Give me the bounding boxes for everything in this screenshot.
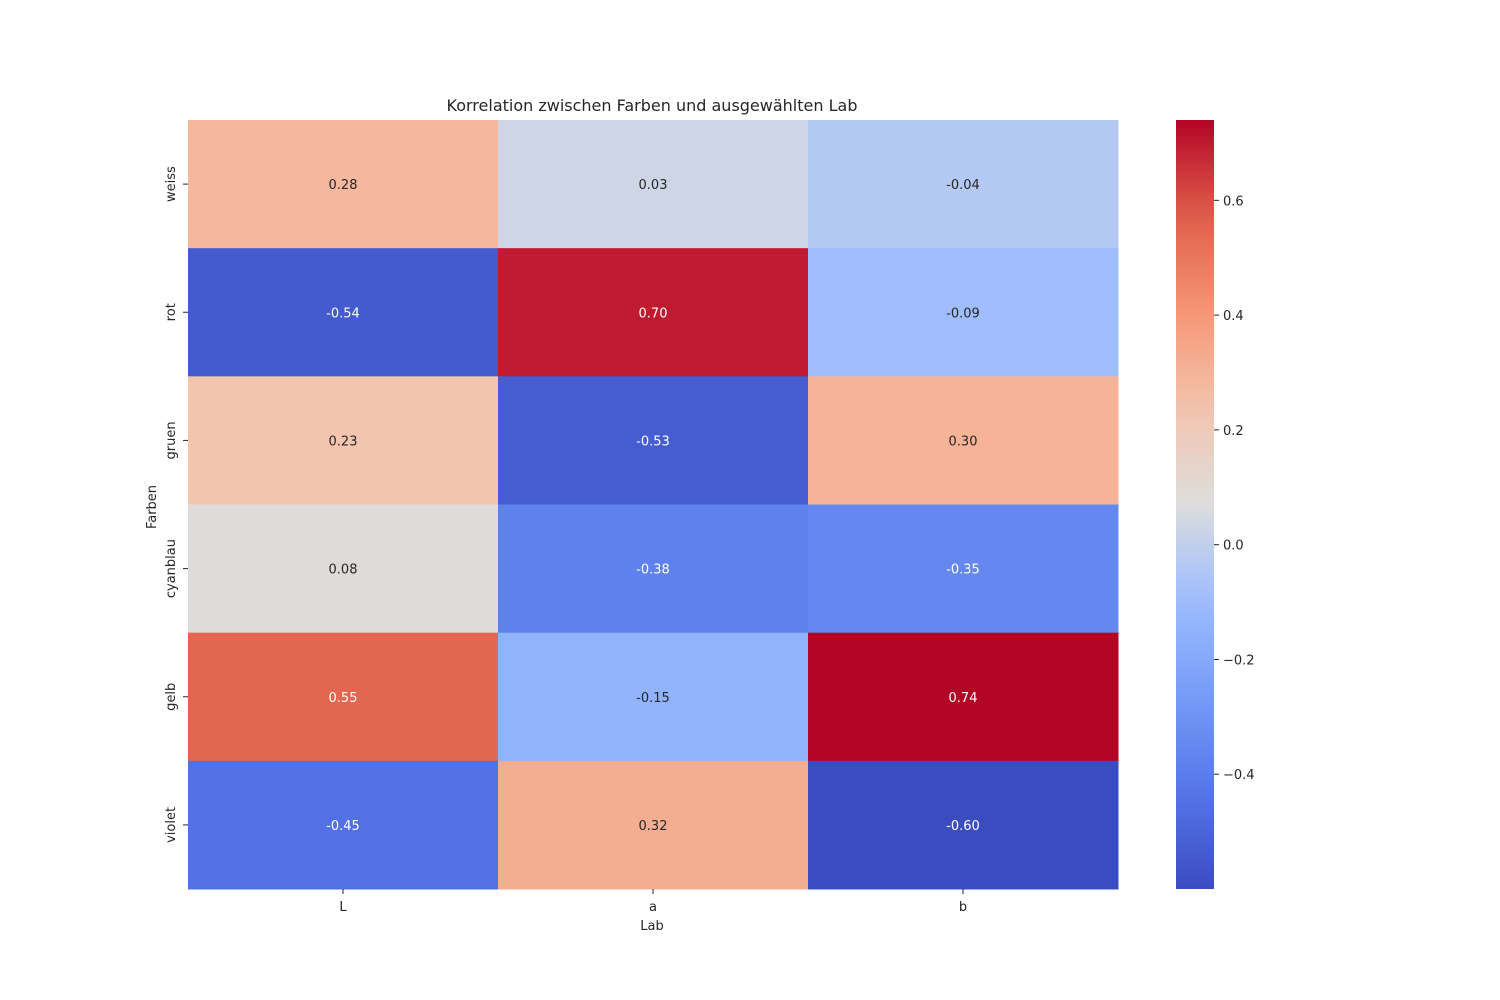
- cell-value-label: 0.08: [329, 563, 358, 578]
- heatmap-cell: [498, 248, 809, 377]
- x-tick-label: L: [339, 900, 347, 915]
- colorbar-tick-label: −0.2: [1223, 653, 1255, 668]
- y-tick-label: gelb: [164, 683, 179, 711]
- colorbar-tick-label: 0.4: [1223, 309, 1244, 324]
- cell-value-label: -0.38: [636, 563, 670, 578]
- cell-value-label: 0.55: [329, 691, 358, 706]
- cell-value-label: -0.15: [636, 691, 670, 706]
- colorbar-tick-label: −0.4: [1223, 768, 1255, 783]
- cell-value-label: 0.28: [329, 178, 358, 193]
- heatmap-cell: [188, 120, 499, 249]
- heatmap-cell: [808, 760, 1119, 890]
- chart-title: Korrelation zwischen Farben und ausgewäh…: [447, 96, 858, 115]
- cell-value-label: 0.23: [329, 434, 358, 449]
- cell-value-label: -0.35: [946, 563, 980, 578]
- x-tick-label: b: [959, 900, 967, 915]
- heatmap-cell: [188, 504, 499, 634]
- heatmap-cell: [188, 632, 499, 762]
- cell-value-label: -0.54: [326, 306, 360, 321]
- heatmap-cell: [808, 376, 1119, 505]
- cell-value-label: 0.03: [639, 178, 668, 193]
- cell-value-label: 0.30: [949, 434, 978, 449]
- cell-value-label: -0.53: [636, 434, 670, 449]
- colorbar-tick-label: 0.0: [1223, 539, 1244, 554]
- heatmap-cell: [498, 376, 809, 505]
- cell-value-label: -0.45: [326, 819, 360, 834]
- y-tick-label: rot: [164, 303, 179, 321]
- colorbar-ticks: 0.6 0.4 0.2 0.0 −0.2 −0.4: [1214, 194, 1255, 783]
- x-tick-label: a: [649, 900, 657, 915]
- heatmap-cell: [188, 760, 499, 890]
- heatmap-cell: [188, 376, 499, 505]
- heatmap-cell: [808, 120, 1119, 249]
- cell-value-label: 0.32: [639, 819, 668, 834]
- colorbar-tick-label: 0.6: [1223, 194, 1244, 209]
- heatmap-cell: [808, 248, 1119, 377]
- y-axis-label: Farben: [145, 485, 160, 529]
- cell-value-label: 0.74: [949, 691, 978, 706]
- x-axis-label: Lab: [640, 919, 663, 934]
- cell-value-label: 0.70: [639, 306, 668, 321]
- cell-value-label: -0.09: [946, 306, 980, 321]
- y-tick-label: weiss: [164, 166, 179, 202]
- y-tick-label: cyanblau: [164, 539, 179, 598]
- y-tick-label: violet: [164, 807, 179, 843]
- y-tick-label: gruen: [164, 421, 179, 459]
- heatmap-cell: [808, 632, 1119, 762]
- heatmap-cells: 0.28 0.03 -0.04 -0.54 0.70 -0.09 0.23 -0.53 0.30…: [188, 120, 1119, 890]
- colorbar-tick-label: 0.2: [1223, 424, 1244, 439]
- heatmap-cell: [498, 760, 809, 890]
- cell-value-label: -0.60: [946, 819, 980, 834]
- heatmap-cell: [498, 632, 809, 762]
- colorbar: [1176, 120, 1214, 889]
- heatmap-cell: [808, 504, 1119, 634]
- y-axis-ticks: weiss rot gruen cyanblau gelb violet: [164, 166, 188, 843]
- heatmap-cell: [498, 120, 809, 249]
- cell-value-label: -0.04: [946, 178, 980, 193]
- heatmap-cell: [498, 504, 809, 634]
- heatmap-cell: [188, 248, 499, 377]
